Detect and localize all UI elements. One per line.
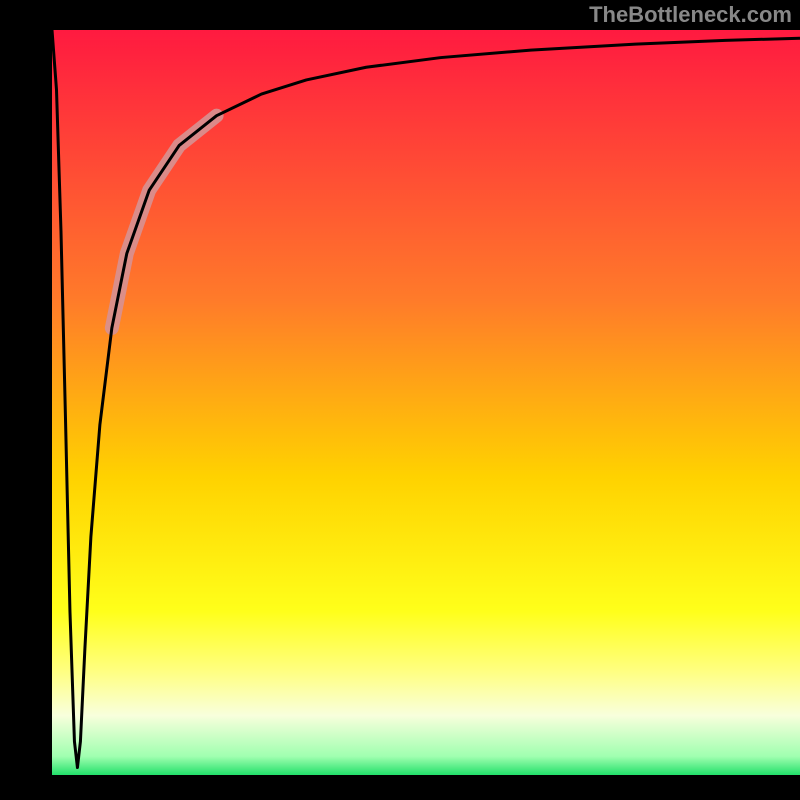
curve-svg bbox=[52, 30, 800, 775]
highlight-segment bbox=[112, 116, 217, 328]
attribution-text: TheBottleneck.com bbox=[589, 2, 792, 28]
bottleneck-curve bbox=[52, 30, 800, 768]
plot-gradient-area bbox=[52, 30, 800, 775]
